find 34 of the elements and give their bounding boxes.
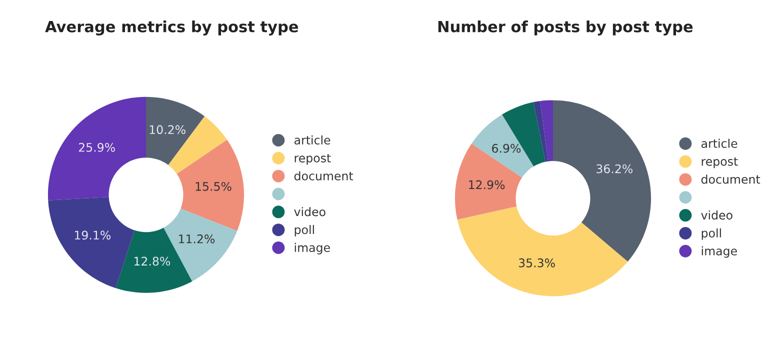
legend-label: article xyxy=(701,138,738,148)
data-label: 6.9% xyxy=(492,144,521,153)
donut-slice xyxy=(454,144,522,220)
legend-label: document xyxy=(701,174,760,184)
donut-slice xyxy=(457,206,628,296)
donut-slice xyxy=(553,100,652,262)
legend-label: poll xyxy=(294,225,314,236)
data-label: 12.9% xyxy=(469,180,505,190)
legend-label: poll xyxy=(702,228,721,240)
legend-label: repost xyxy=(294,154,331,165)
donut-slice xyxy=(48,196,134,288)
data-label: 25.9% xyxy=(78,142,115,152)
donut-slice xyxy=(48,96,146,200)
donut-slice xyxy=(540,100,553,162)
legend-label: image xyxy=(294,242,330,254)
chart-title: Number of posts by post type xyxy=(438,20,693,36)
legend-label: repost xyxy=(702,157,738,168)
data-label: 11.2% xyxy=(179,234,215,244)
chart-title: Average metrics by post type xyxy=(45,20,298,36)
donut-slice xyxy=(146,96,205,166)
legend-label: video xyxy=(701,210,732,220)
donut-slice xyxy=(176,140,244,231)
donut-slice xyxy=(533,101,548,162)
data-label: 10.2% xyxy=(150,125,186,134)
legend-label: article xyxy=(294,135,330,145)
donut-slice xyxy=(472,114,534,178)
legend-label: image xyxy=(702,246,737,258)
data-label: 15.5% xyxy=(196,182,232,191)
legend-label: document xyxy=(294,171,354,180)
legend-label: video xyxy=(294,207,326,216)
data-label: 35.3% xyxy=(518,258,555,268)
data-label: 12.8% xyxy=(134,256,170,266)
data-label: 36.2% xyxy=(596,164,632,174)
data-label: 19.1% xyxy=(74,230,111,240)
